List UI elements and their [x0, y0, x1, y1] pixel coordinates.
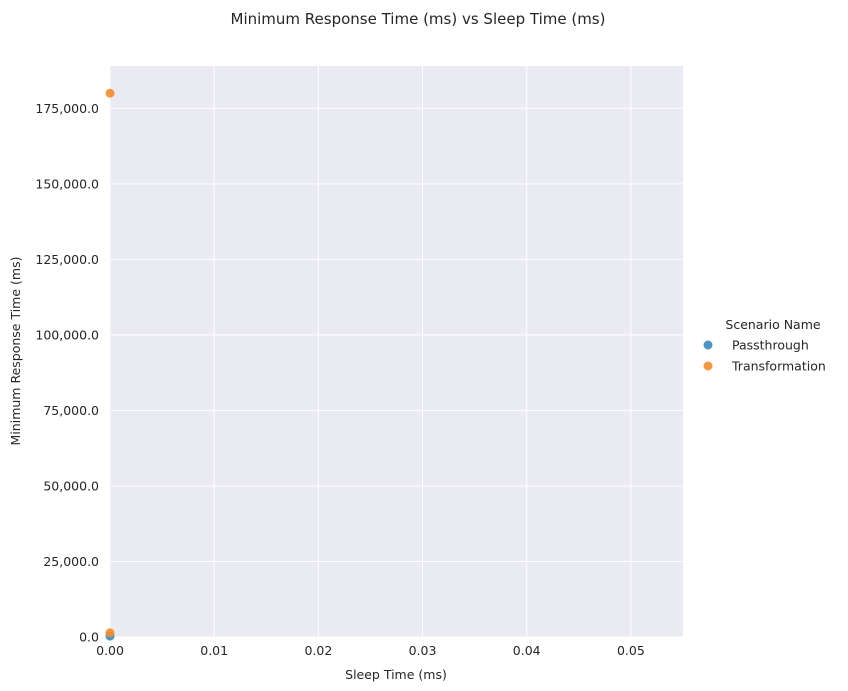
x-axis-label: Sleep Time (ms) [345, 667, 447, 682]
x-axis-ticks: 0.00 0.01 0.02 0.03 0.04 0.05 [96, 643, 645, 658]
data-point-transformation [105, 88, 115, 98]
x-tick-label: 0.03 [409, 643, 437, 658]
data-point-transformation [105, 628, 115, 638]
y-tick-label: 75,000.0 [43, 403, 99, 418]
legend-title: Scenario Name [725, 317, 821, 332]
x-tick-label: 0.01 [200, 643, 228, 658]
data-points [105, 88, 115, 641]
plot-area [110, 66, 683, 637]
y-tick-label: 50,000.0 [43, 478, 99, 493]
x-tick-label: 0.05 [617, 643, 645, 658]
legend-marker-passthrough [703, 340, 713, 350]
x-tick-label: 0.04 [513, 643, 541, 658]
legend-label-passthrough: Passthrough [732, 338, 809, 353]
gridlines [109, 66, 683, 638]
y-tick-label: 150,000.0 [35, 176, 99, 191]
x-tick-label: 0.00 [96, 643, 124, 658]
y-tick-label: 25,000.0 [43, 554, 99, 569]
y-tick-label: 100,000.0 [35, 327, 99, 342]
y-tick-label: 0.0 [79, 630, 99, 645]
chart-title: Minimum Response Time (ms) vs Sleep Time… [231, 10, 606, 28]
legend: Scenario Name Passthrough Transformation [703, 317, 826, 374]
y-tick-label: 175,000.0 [35, 101, 99, 116]
x-tick-label: 0.02 [304, 643, 332, 658]
legend-label-transformation: Transformation [731, 359, 826, 374]
y-tick-label: 125,000.0 [35, 252, 99, 267]
legend-marker-transformation [703, 361, 713, 371]
y-axis-label: Minimum Response Time (ms) [8, 257, 23, 446]
y-axis-ticks: 0.0 25,000.0 50,000.0 75,000.0 100,000.0 125,… [35, 101, 99, 645]
